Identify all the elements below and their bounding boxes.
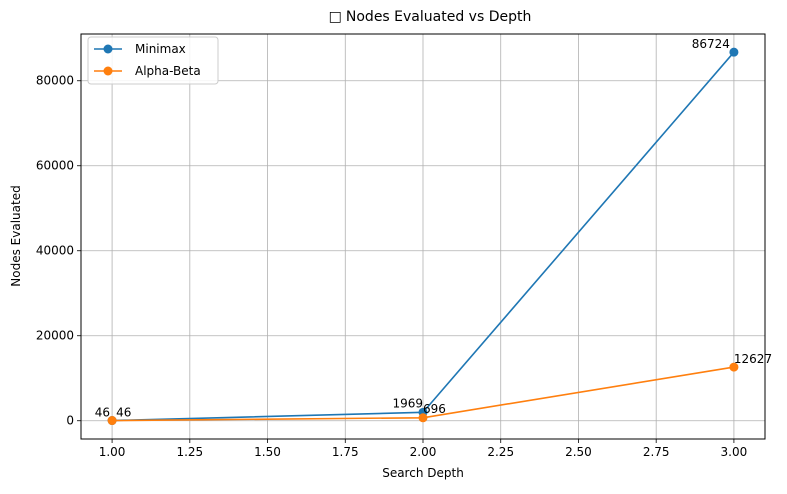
data-label-minimax: 86724	[692, 37, 730, 51]
y-tick-label: 60000	[36, 159, 74, 173]
legend-marker-minimax	[103, 44, 113, 54]
x-tick-label: 2.00	[410, 445, 437, 459]
x-tick-label: 2.50	[565, 445, 592, 459]
data-point-alpha-beta	[107, 416, 117, 426]
data-point-minimax	[729, 47, 739, 57]
data-point-alpha-beta	[729, 362, 739, 372]
data-label-alpha-beta: 696	[423, 402, 446, 416]
title-text: Nodes Evaluated vs Depth	[346, 9, 531, 25]
x-tick-label: 3.00	[721, 445, 748, 459]
x-axis-ticks: 1.00 1.25 1.50 1.75 2.00 2.25 2.50 2.75 3.00	[99, 439, 748, 459]
x-tick-label: 1.75	[332, 445, 359, 459]
chart-title: □ Nodes Evaluated vs Depth	[329, 9, 532, 25]
data-label-alpha-beta: 12627	[734, 352, 772, 366]
legend-label-alpha-beta: Alpha-Beta	[135, 64, 201, 78]
x-tick-label: 2.75	[643, 445, 670, 459]
data-label-minimax: 46	[95, 406, 110, 420]
legend-marker-alpha-beta	[103, 66, 113, 76]
legend: Minimax Alpha-Beta	[87, 36, 219, 85]
y-tick-label: 20000	[36, 329, 74, 343]
y-axis-ticks: 0 20000 40000 60000 80000	[36, 74, 81, 428]
y-tick-label: 40000	[36, 244, 74, 258]
legend-label-minimax: Minimax	[135, 42, 186, 56]
title-glyph-icon: □	[329, 9, 342, 25]
x-tick-label: 1.00	[99, 445, 126, 459]
data-labels: 46 1969 86724 46 696 12627	[95, 37, 772, 419]
data-label-minimax: 1969	[392, 396, 423, 410]
data-label-alpha-beta: 46	[116, 406, 131, 420]
series-layer	[107, 47, 739, 426]
x-tick-label: 1.50	[254, 445, 281, 459]
x-axis-label: Search Depth	[382, 466, 464, 480]
y-tick-label: 0	[66, 414, 74, 428]
x-tick-label: 1.25	[176, 445, 203, 459]
y-tick-label: 80000	[36, 74, 74, 88]
data-point-alpha-beta	[418, 413, 428, 423]
y-axis-label: Nodes Evaluated	[9, 185, 23, 286]
x-tick-label: 2.25	[487, 445, 514, 459]
